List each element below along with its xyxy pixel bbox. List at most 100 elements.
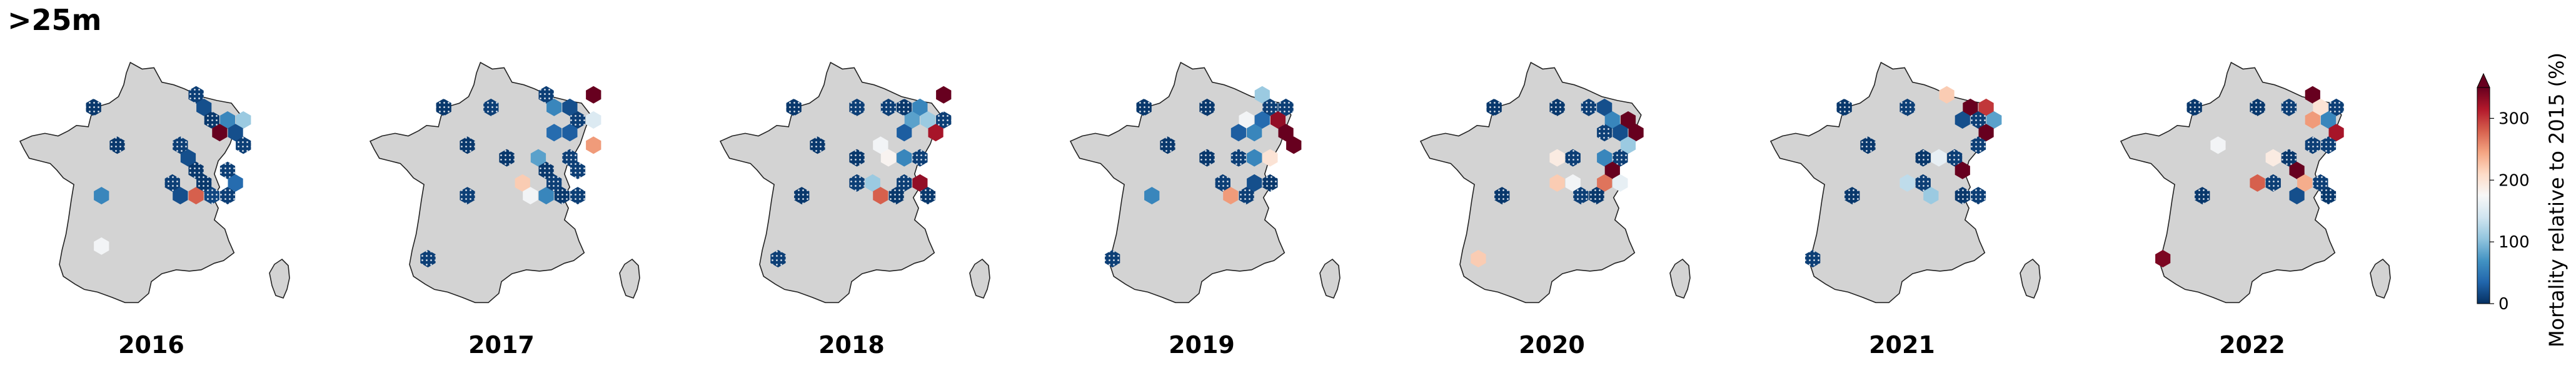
mortality-cell	[228, 124, 243, 142]
corsica-outline	[1319, 258, 1341, 299]
panel-year-label: 2022	[2219, 331, 2285, 359]
mortality-cell	[173, 187, 188, 205]
colorbar-tick-label: 100	[2498, 233, 2530, 252]
significance-hatch	[1215, 174, 1230, 192]
colorbar-tick-label: 300	[2498, 109, 2530, 128]
mortality-cell	[2265, 149, 2281, 167]
map-panel-2017: 2017	[369, 61, 640, 359]
figure-title: >25m	[8, 3, 102, 37]
mortality-cell	[1262, 149, 1278, 167]
mortality-cell	[897, 149, 912, 167]
mortality-cell	[2210, 136, 2226, 154]
significance-hatch	[204, 111, 219, 129]
mortality-cell	[1978, 98, 1994, 116]
significance-hatch	[1230, 149, 1247, 167]
mortality-cell	[562, 124, 578, 142]
mortality-cell	[1247, 124, 1262, 142]
significance-hatch	[109, 136, 125, 154]
mortality-cell	[1620, 136, 1636, 154]
mortality-cell	[1628, 124, 1644, 142]
panel-year-label: 2021	[1869, 331, 1935, 359]
significance-hatch	[188, 161, 204, 179]
significance-hatch	[1105, 250, 1120, 267]
mortality-cell	[1955, 111, 1970, 129]
mortality-cell	[236, 111, 251, 129]
significance-hatch	[1844, 187, 1860, 205]
significance-hatch	[1836, 98, 1852, 116]
mortality-cell	[1613, 124, 1628, 142]
map-panel-2016: 2016	[19, 61, 290, 359]
significance-hatch	[436, 98, 451, 116]
mortality-cell	[1604, 111, 1620, 129]
significance-hatch	[1970, 136, 1986, 154]
significance-hatch	[1613, 149, 1628, 167]
mortality-cell	[2155, 250, 2171, 267]
mortality-cell	[1286, 136, 1302, 154]
mortality-cell	[880, 149, 897, 167]
significance-hatch	[1955, 187, 1970, 205]
mortality-cell	[1986, 111, 2002, 129]
colorbar-tick-label: 200	[2498, 171, 2530, 190]
mortality-cell	[1144, 187, 1160, 205]
mortality-cell	[920, 111, 936, 129]
mortality-cell	[1939, 86, 1955, 104]
mortality-cell	[1978, 124, 1994, 142]
significance-hatch	[1805, 250, 1821, 267]
mortality-cell	[1230, 124, 1247, 142]
significance-hatch	[1199, 149, 1215, 167]
significance-hatch	[420, 250, 436, 267]
significance-hatch	[897, 98, 912, 116]
mortality-cell	[1247, 149, 1262, 167]
corsica-outline	[619, 258, 640, 299]
mortality-cell	[546, 98, 562, 116]
mortality-cell	[2305, 86, 2320, 104]
mortality-cell	[538, 187, 554, 205]
mortality-cell	[1223, 187, 1239, 205]
significance-hatch	[1486, 98, 1502, 116]
mortality-cell	[2289, 187, 2305, 205]
significance-hatch	[538, 161, 554, 179]
significance-hatch	[897, 174, 912, 192]
significance-hatch	[1581, 98, 1597, 116]
significance-hatch	[1549, 98, 1565, 116]
significance-hatch	[1494, 187, 1510, 205]
corsica-outline	[2020, 258, 2041, 299]
significance-hatch	[173, 136, 188, 154]
significance-hatch	[2250, 98, 2265, 116]
significance-hatch	[2265, 174, 2281, 192]
mortality-cell	[1604, 161, 1620, 179]
mortality-cell	[1278, 124, 1294, 142]
significance-hatch	[2328, 98, 2344, 116]
mortality-cell	[562, 98, 578, 116]
mortality-cell	[546, 124, 562, 142]
significance-hatch	[236, 136, 251, 154]
significance-hatch	[196, 174, 212, 192]
significance-hatch	[538, 86, 554, 104]
mortality-cell	[180, 149, 196, 167]
mortality-cell	[2250, 174, 2265, 192]
mortality-cell	[1597, 149, 1613, 167]
mortality-cell	[1899, 174, 1915, 192]
significance-hatch	[86, 98, 101, 116]
significance-hatch	[2320, 136, 2337, 154]
mortality-cell	[228, 174, 243, 192]
panel-year-label: 2020	[1519, 331, 1585, 359]
mortality-cell	[936, 86, 952, 104]
significance-hatch	[1573, 187, 1589, 205]
mortality-cell	[1931, 149, 1947, 167]
corsica-outline	[969, 258, 990, 299]
mortality-cell	[212, 124, 228, 142]
significance-hatch	[219, 187, 236, 205]
significance-hatch	[2186, 98, 2202, 116]
mortality-cell	[1549, 174, 1565, 192]
significance-hatch	[2195, 187, 2210, 205]
significance-hatch	[460, 136, 475, 154]
significance-hatch	[810, 136, 825, 154]
significance-hatch	[2313, 174, 2328, 192]
significance-hatch	[1239, 187, 1254, 205]
map-panel-2019: 2019	[1069, 61, 1341, 359]
colorbar-gradient	[2477, 87, 2490, 304]
significance-hatch	[770, 250, 786, 267]
significance-hatch	[1915, 149, 1931, 167]
